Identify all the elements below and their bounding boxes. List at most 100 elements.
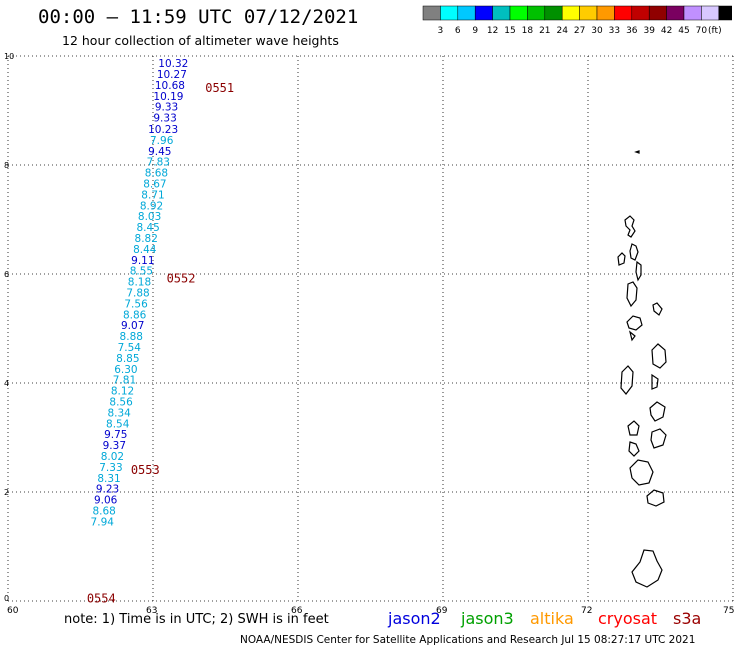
wave-height-value: 7.96 [150, 135, 174, 147]
wave-height-value: 7.88 [126, 288, 149, 300]
legend-labels: 3 6 9 12 15 18 21 24 27 30 33 36 39 42 45 70 (ft) [438, 26, 722, 36]
pass-time-labels: 0551 0552 0553 0554 [87, 81, 234, 606]
island-atoll-4 [635, 260, 642, 282]
island-atoll-3 [629, 243, 639, 261]
legend-label: 9 [472, 26, 478, 36]
plot-frame [8, 56, 733, 601]
pass-time-label: 0553 [131, 463, 160, 477]
map-title: 00:00 – 11:59 UTC 07/12/2021 [38, 6, 359, 28]
satellite-jason2: jason2 [388, 609, 441, 628]
island-atoll-11 [651, 373, 659, 390]
y-tick-label: 6 [4, 270, 9, 279]
satellite-altika: altika [530, 609, 574, 628]
legend-label: 15 [504, 26, 515, 36]
island-atoll-2 [617, 252, 626, 266]
wave-height-value: 10.68 [155, 80, 185, 92]
satellite-s3a: s3a [673, 609, 702, 628]
wave-height-value: 9.37 [103, 440, 126, 452]
wave-height-value: 8.71 [141, 189, 164, 201]
wave-height-value: 8.55 [130, 266, 153, 278]
wave-height-value: 7.54 [118, 342, 142, 354]
units-note: note: 1) Time is in UTC; 2) SWH is in fe… [64, 612, 329, 627]
wave-height-value: 8.56 [109, 397, 133, 409]
wave-height-value: 9.33 [153, 113, 176, 125]
wave-height-value: 10.27 [157, 69, 187, 81]
island-atoll-5 [626, 281, 638, 308]
legend-label: 70 [696, 26, 708, 36]
wave-height-value: 9.75 [104, 429, 127, 441]
x-tick-label: 66 [291, 606, 303, 616]
lat-lon-grid [7, 55, 734, 602]
wave-height-value: 8.31 [97, 473, 120, 485]
wave-height-value: 10.19 [153, 91, 183, 103]
wave-height-value: 8.86 [123, 309, 147, 321]
island-atoll-18 [631, 549, 663, 588]
wave-height-value: 9.23 [96, 484, 119, 496]
legend-label: 24 [556, 26, 568, 36]
y-tick-label: 8 [4, 161, 9, 170]
island-atoll-14 [650, 428, 667, 449]
wave-height-value: 7.94 [91, 516, 115, 528]
wave-height-value: 8.18 [128, 277, 151, 289]
wave-height-value: 8.67 [143, 179, 166, 191]
wave-height-value: 9.11 [131, 255, 154, 267]
x-tick-label: 72 [581, 606, 592, 616]
island-atoll-13 [627, 420, 640, 436]
x-tick-label: 60 [7, 606, 19, 616]
wave-height-value: 8.03 [138, 211, 161, 223]
map-subtitle: 12 hour collection of altimeter wave hei… [62, 33, 339, 48]
legend-label: 6 [455, 26, 461, 36]
y-tick-label: 2 [4, 488, 9, 497]
wave-height-value: 8.34 [107, 407, 131, 419]
wave-height-value: 9.07 [121, 320, 144, 332]
x-tick-label: 75 [723, 606, 734, 616]
wave-height-value: 8.54 [106, 418, 130, 430]
wave-height-value: 8.12 [111, 386, 134, 398]
y-tick-label: 0 [4, 594, 9, 603]
legend-label: 12 [487, 26, 498, 36]
color-scale-legend: 3 6 9 12 15 18 21 24 27 30 33 36 39 42 45 70 (ft) [422, 5, 732, 36]
legend-label: 33 [609, 26, 620, 36]
wave-height-value: 8.92 [140, 200, 163, 212]
wave-height-value: 8.85 [116, 353, 139, 365]
island-atoll-15 [628, 441, 640, 457]
pass-time-label: 0552 [167, 271, 196, 285]
wave-height-value: 8.82 [135, 233, 158, 245]
x-tick-label: 63 [146, 606, 157, 616]
wave-height-value: 8.45 [136, 222, 159, 234]
island-atoll-17 [646, 489, 665, 507]
legend-label: 45 [678, 26, 689, 36]
legend-label: (ft) [708, 26, 722, 36]
y-tick-label: 10 [4, 52, 14, 61]
wave-height-value: 7.83 [147, 157, 170, 169]
island-north-dot [634, 150, 640, 154]
pass-time-label: 0554 [87, 592, 116, 606]
satellite-jason3: jason3 [461, 609, 514, 628]
legend-label: 42 [661, 26, 672, 36]
island-atoll-7 [626, 315, 643, 331]
wave-height-value: 6.30 [114, 364, 137, 376]
island-atoll-9 [651, 343, 667, 369]
legend-label: 39 [643, 26, 655, 36]
legend-label: 27 [574, 26, 585, 36]
wave-height-value: 9.45 [148, 146, 171, 158]
island-atoll-12 [649, 401, 666, 422]
legend-label: 36 [626, 26, 638, 36]
axis-tick-labels: 60 63 66 69 72 75 0 2 4 6 8 10 [4, 52, 734, 616]
wave-height-value: 10.23 [148, 124, 178, 136]
island-atoll-16 [629, 459, 654, 486]
maldives-coastline [617, 150, 667, 588]
wave-height-value: 9.06 [94, 495, 118, 507]
wave-height-value: 8.68 [145, 168, 168, 180]
legend-swatch [718, 5, 732, 21]
legend-swatches [422, 5, 732, 21]
x-tick-label: 69 [436, 606, 448, 616]
wave-height-value: 8.88 [120, 331, 143, 343]
island-atoll-1 [624, 215, 636, 238]
pass-time-label: 0551 [205, 81, 234, 95]
satellite-cryosat: cryosat [598, 609, 658, 628]
legend-label: 3 [438, 26, 444, 36]
wave-height-value: 8.02 [101, 451, 124, 463]
